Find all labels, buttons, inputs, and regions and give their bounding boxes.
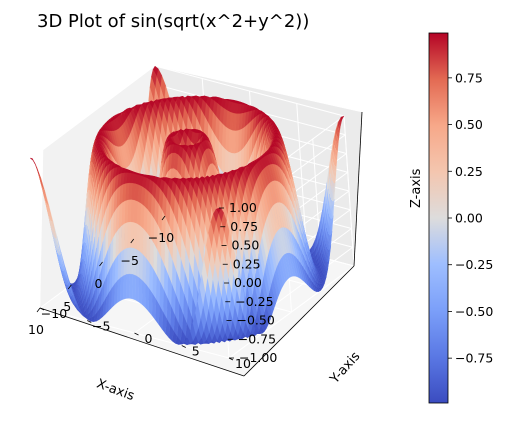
surface-patch [33, 160, 40, 176]
z-tick-label: 1.00 [229, 200, 257, 215]
colorbar-tick-label: 0.75 [455, 70, 483, 85]
surface-patch [221, 145, 226, 176]
y-axis-line [243, 265, 355, 377]
colorbar-gradient [428, 32, 449, 404]
colorbar-tick-label: −0.25 [455, 257, 493, 272]
y-tick-label: −10 [41, 306, 67, 321]
x-tick-mark [67, 284, 72, 290]
x-tick-mark [161, 215, 166, 221]
z-tick-label: 0.00 [234, 275, 262, 290]
z-tick-label: 0.75 [230, 219, 258, 234]
surface-patch [139, 251, 144, 282]
y-tick-label: 5 [192, 344, 200, 359]
z-tick-label: 0.25 [233, 256, 261, 271]
z-tick-label: −0.50 [237, 313, 275, 328]
gridline [228, 265, 355, 359]
x-tick-mark [130, 238, 135, 244]
z-axis-label: Z-axis [409, 168, 424, 208]
x-tick-label: 10 [28, 322, 44, 337]
surface-patch [139, 225, 144, 255]
y-tick-mark [181, 345, 186, 348]
y-tick-mark [39, 307, 45, 311]
surface-patch [29, 157, 36, 166]
colorbar-tick-label: 0.50 [455, 117, 483, 132]
colorbar: −0.75 −0.50 −0.25 0.00 0.25 0.50 0.75 [428, 32, 493, 404]
x-axis-line [39, 307, 245, 377]
z-tick-label: 0.50 [232, 238, 260, 253]
surface-patch [142, 228, 147, 259]
x-tick-label: 0 [95, 276, 103, 291]
x-tick-label: −10 [148, 230, 174, 245]
surface-plot [29, 65, 345, 345]
y-tick-mark [134, 332, 139, 336]
y-ticks: −10 −5 0 5 10 [39, 306, 251, 371]
surface-patch [145, 258, 150, 290]
z-ticks: −1.00 −0.75 −0.50 −0.25 0.00 0.25 0.50 0.75 1.00 [219, 200, 277, 365]
y-tick-label: 0 [145, 331, 153, 346]
surface-patch [149, 262, 154, 295]
z-axis-line [353, 111, 363, 267]
y-axis-label: Y-axis [327, 349, 364, 388]
z-tick-label: −1.00 [239, 350, 277, 365]
z-tick-label: −0.75 [238, 331, 276, 346]
y-tick-label: −5 [92, 319, 110, 334]
z-tick-label: −0.25 [235, 294, 273, 309]
colorbar-tick-label: 0.25 [455, 164, 483, 179]
axis-lines [39, 111, 363, 377]
y-tick-label: 10 [235, 356, 251, 371]
x-tick-mark [36, 307, 41, 313]
colorbar-tick-label: 0.00 [455, 211, 483, 226]
colorbar-tick-label: −0.75 [455, 351, 493, 366]
colorbar-ticks: −0.75 −0.50 −0.25 0.00 0.25 0.50 0.75 [448, 70, 493, 366]
x-ticks: −10 −5 0 5 10 [28, 215, 174, 337]
colorbar-tick-label: −0.50 [455, 304, 493, 319]
chart-title: 3D Plot of sin(sqrt(x^2+y^2)) [37, 11, 309, 32]
surface-patch [142, 254, 147, 285]
x-tick-mark [99, 261, 103, 267]
x-axis-label: X-axis [94, 377, 136, 405]
x-tick-label: −5 [121, 253, 139, 268]
gridline [154, 65, 345, 117]
x-tick-label: 5 [63, 299, 71, 314]
y-tick-mark [87, 320, 92, 323]
